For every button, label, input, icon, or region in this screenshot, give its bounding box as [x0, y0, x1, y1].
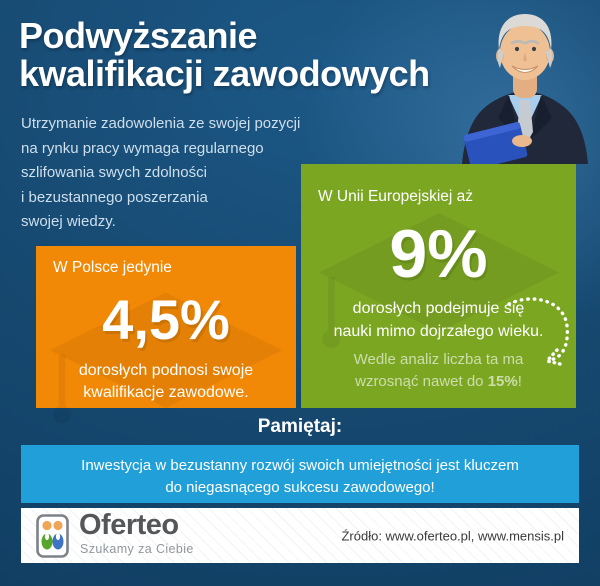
businessman-illustration: [462, 14, 588, 170]
poland-desc-line: kwalifikacje zawodowe.: [83, 384, 249, 401]
reminder-banner: Inwestycja w bezustanny rozwój swoich um…: [21, 445, 579, 503]
eu-card-forecast-note: Wedle analiz liczba ta ma wzrosnąć nawet…: [301, 349, 576, 393]
reminder-line: do niegasnącego sukcesu zawodowego!: [165, 479, 435, 496]
reminder-line: Inwestycja w bezustanny rozwój swoich um…: [81, 457, 519, 474]
eu-note-line: wzrosnąć nawet do 15%!: [355, 373, 522, 390]
eu-card-label: W Unii Europejskiej aż: [318, 188, 474, 205]
eu-card-value: 9%: [389, 216, 488, 292]
dotted-arrow-icon: [507, 297, 570, 366]
eu-card-description: dorosłych podejmuje się nauki mimo dojrz…: [301, 297, 576, 343]
reminder-message: Inwestycja w bezustanny rozwój swoich um…: [21, 445, 579, 499]
page-title-line1: Podwyższanie: [19, 15, 258, 56]
oferteo-logo-icon: [36, 514, 69, 558]
poland-card-label: W Polsce jedynie: [53, 259, 172, 276]
poland-desc-line: dorosłych podnosi swoje: [78, 362, 254, 379]
eu-desc-line: dorosłych podejmuje się: [352, 300, 525, 317]
source-attribution: Źródło: www.oferteo.pl, www.mensis.pl: [341, 528, 564, 543]
footer-bar: Oferteo Szukamy za Ciebie Źródło: www.of…: [21, 508, 579, 563]
page-title: Podwyższanie kwalifikacji zawodowych: [19, 17, 430, 93]
brand-tagline: Szukamy za Ciebie: [80, 542, 194, 556]
page-title-line2: kwalifikacji zawodowych: [19, 53, 430, 94]
poland-stat-card: W Polsce jedynie 4,5% dorosłych podnosi …: [36, 246, 296, 424]
intro-line: szlifowania swych zdolności: [21, 164, 207, 181]
poland-card-value: 4,5%: [102, 288, 230, 351]
intro-paragraph: Utrzymanie zadowolenia ze swojej pozycji…: [21, 112, 301, 235]
poland-card-description: dorosłych podnosi swoje kwalifikacje zaw…: [36, 360, 296, 404]
intro-line: i bezustannego poszerzania: [21, 188, 208, 206]
reminder-heading: Pamiętaj:: [257, 416, 343, 437]
brand-name: Oferteo: [79, 509, 179, 541]
businessman-photo: [450, 4, 600, 170]
eu-desc-line: nauki mimo dojrzałego wieku.: [333, 323, 544, 340]
eu-stat-card: W Unii Europejskiej aż 9% dorosłych pode…: [301, 164, 576, 408]
intro-line: Utrzymanie zadowolenia ze swojej pozycji: [21, 115, 301, 132]
intro-line: swojej wiedzy.: [21, 213, 116, 230]
eu-forecast-value: 15%: [487, 373, 518, 390]
eu-note-line: Wedle analiz liczba ta ma: [353, 351, 524, 368]
intro-line: na rynku pracy wymaga regularnego: [21, 139, 264, 157]
